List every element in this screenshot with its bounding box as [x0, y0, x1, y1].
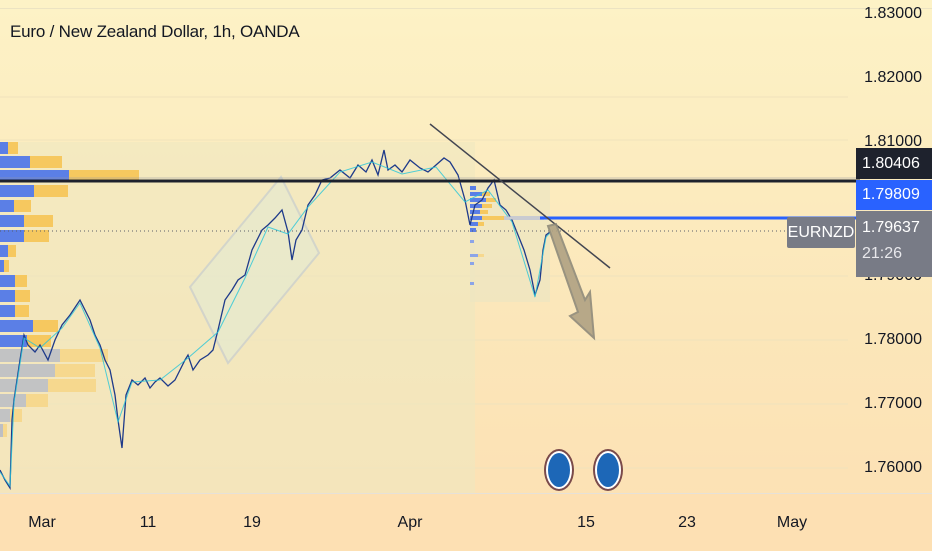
symbol-tag: EURNZD: [787, 217, 855, 248]
price-tick: 1.82000: [864, 69, 922, 86]
blue-level-price: 1.79809: [862, 186, 920, 203]
bar-countdown: 21:26: [862, 245, 903, 262]
price-tick: 1.83000: [864, 5, 922, 22]
descending-trendline: [429, 123, 611, 269]
time-axis[interactable]: Mar 11 19 Apr 15 23 May: [0, 493, 932, 551]
time-tick: May: [776, 514, 808, 531]
eu-flag-icon[interactable]: [595, 451, 621, 489]
time-tick: 19: [243, 514, 261, 531]
rising-channel: [188, 175, 321, 365]
price-tick: 1.76000: [864, 459, 922, 476]
price-tick: 1.81000: [864, 133, 922, 150]
blue-level-price-tag: 1.79809: [856, 180, 932, 210]
price-series: [0, 149, 551, 491]
price-tick: 1.78000: [864, 331, 922, 348]
eu-flag-icon[interactable]: [546, 451, 572, 489]
volume-profile-left: [0, 142, 139, 437]
bearish-arrow: [546, 222, 596, 341]
resistance-price-tag: 1.80406: [856, 148, 932, 179]
price-tick: 1.77000: [864, 395, 922, 412]
chart-title: Euro / New Zealand Dollar, 1h, OANDA: [10, 22, 300, 41]
time-tick: 23: [678, 514, 696, 531]
time-tick: 11: [139, 514, 157, 531]
current-price-tag: 1.79637 21:26: [856, 211, 932, 277]
time-tick: Apr: [397, 514, 423, 531]
time-tick: 15: [577, 514, 595, 531]
resistance-price: 1.80406: [862, 154, 920, 172]
time-tick: Mar: [28, 514, 56, 531]
current-price: 1.79637: [862, 219, 920, 236]
top-border: [0, 8, 932, 9]
